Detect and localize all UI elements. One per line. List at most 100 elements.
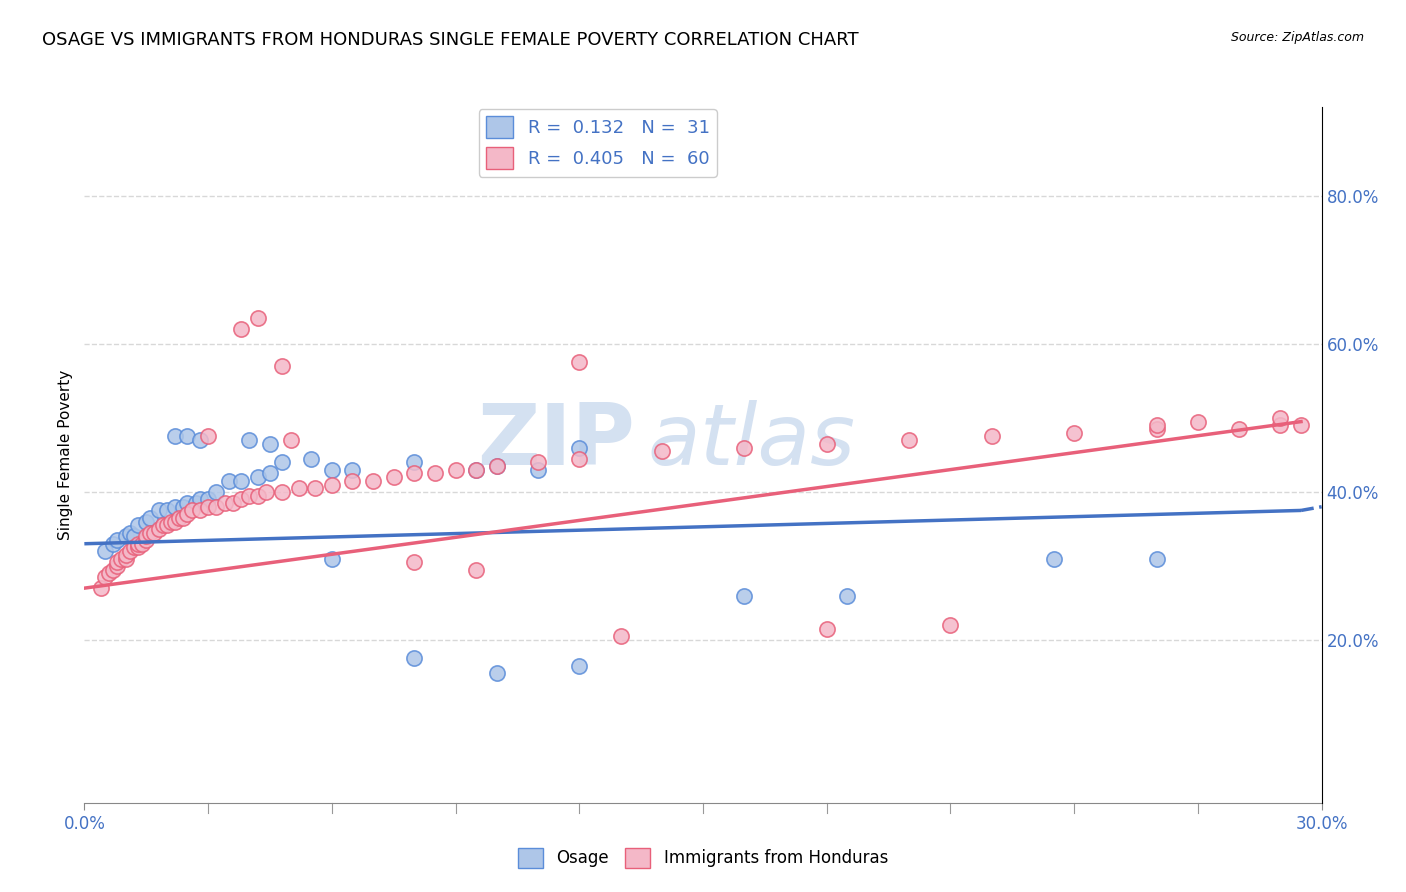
Point <box>172 511 194 525</box>
Point <box>568 355 591 369</box>
Point <box>651 444 673 458</box>
Point <box>733 441 755 455</box>
Point <box>94 544 117 558</box>
Point <box>197 429 219 443</box>
Point <box>299 451 322 466</box>
Point <box>110 551 132 566</box>
Point <box>127 541 149 555</box>
Point <box>156 503 179 517</box>
Point <box>404 651 426 665</box>
Point <box>176 507 198 521</box>
Point <box>165 429 187 443</box>
Point <box>568 658 591 673</box>
Point <box>214 496 236 510</box>
Point <box>1146 551 1168 566</box>
Point <box>184 496 207 510</box>
Point <box>90 581 112 595</box>
Legend: R =  0.132   N =  31, R =  0.405   N =  60: R = 0.132 N = 31, R = 0.405 N = 60 <box>479 109 717 177</box>
Point <box>122 529 145 543</box>
Point <box>188 492 211 507</box>
Point <box>423 467 446 481</box>
Point <box>246 489 269 503</box>
Point <box>246 310 269 325</box>
Point <box>176 429 198 443</box>
Point <box>197 500 219 514</box>
Point <box>105 533 128 547</box>
Point <box>103 563 125 577</box>
Point <box>188 503 211 517</box>
Point <box>105 555 128 569</box>
Point <box>815 437 838 451</box>
Point <box>176 496 198 510</box>
Point <box>404 555 426 569</box>
Point <box>465 463 488 477</box>
Point <box>205 500 228 514</box>
Text: OSAGE VS IMMIGRANTS FROM HONDURAS SINGLE FEMALE POVERTY CORRELATION CHART: OSAGE VS IMMIGRANTS FROM HONDURAS SINGLE… <box>42 31 859 49</box>
Point <box>980 429 1002 443</box>
Point <box>222 496 245 510</box>
Point <box>1187 415 1209 429</box>
Point <box>568 441 591 455</box>
Point <box>114 551 136 566</box>
Point <box>527 463 550 477</box>
Point <box>127 518 149 533</box>
Point <box>127 537 149 551</box>
Point <box>342 474 364 488</box>
Point <box>131 537 153 551</box>
Point <box>271 455 294 469</box>
Point <box>465 463 488 477</box>
Point <box>205 484 228 499</box>
Point <box>238 433 260 447</box>
Point <box>288 481 311 495</box>
Point <box>143 525 166 540</box>
Point <box>180 503 202 517</box>
Point <box>321 551 343 566</box>
Legend: Osage, Immigrants from Honduras: Osage, Immigrants from Honduras <box>512 841 894 875</box>
Point <box>259 467 281 481</box>
Point <box>361 474 384 488</box>
Point <box>229 322 252 336</box>
Point <box>188 433 211 447</box>
Point <box>165 500 187 514</box>
Point <box>218 474 240 488</box>
Point <box>280 433 302 447</box>
Point <box>465 563 488 577</box>
Point <box>148 522 170 536</box>
Point <box>485 458 508 473</box>
Point <box>152 518 174 533</box>
Point <box>485 458 508 473</box>
Point <box>321 463 343 477</box>
Point <box>122 541 145 555</box>
Point <box>148 503 170 517</box>
Text: ZIP: ZIP <box>477 400 636 483</box>
Point <box>114 548 136 562</box>
Point <box>1270 418 1292 433</box>
Point <box>259 437 281 451</box>
Point <box>197 492 219 507</box>
Point <box>139 525 162 540</box>
Point <box>733 589 755 603</box>
Point <box>160 515 183 529</box>
Point <box>1146 418 1168 433</box>
Point <box>229 492 252 507</box>
Point <box>167 511 190 525</box>
Point <box>1289 418 1312 433</box>
Point <box>139 511 162 525</box>
Point <box>1063 425 1085 440</box>
Point <box>118 544 141 558</box>
Y-axis label: Single Female Poverty: Single Female Poverty <box>58 370 73 540</box>
Point <box>609 629 631 643</box>
Point <box>118 525 141 540</box>
Point <box>1146 422 1168 436</box>
Point <box>404 467 426 481</box>
Text: Source: ZipAtlas.com: Source: ZipAtlas.com <box>1230 31 1364 45</box>
Point <box>135 515 157 529</box>
Point <box>105 558 128 573</box>
Point <box>815 622 838 636</box>
Point <box>1270 411 1292 425</box>
Point <box>165 515 187 529</box>
Point <box>304 481 326 495</box>
Point <box>321 477 343 491</box>
Point <box>382 470 405 484</box>
Point <box>156 518 179 533</box>
